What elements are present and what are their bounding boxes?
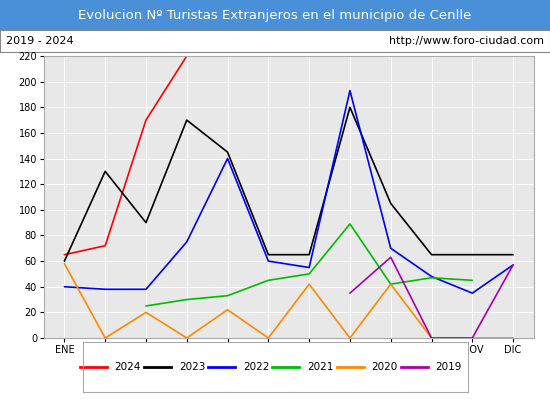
Text: 2022: 2022: [243, 362, 270, 372]
Text: 2023: 2023: [179, 362, 205, 372]
Text: 2019 - 2024: 2019 - 2024: [6, 36, 73, 46]
Text: 2024: 2024: [114, 362, 141, 372]
Text: http://www.foro-ciudad.com: http://www.foro-ciudad.com: [389, 36, 544, 46]
Text: Evolucion Nº Turistas Extranjeros en el municipio de Cenlle: Evolucion Nº Turistas Extranjeros en el …: [78, 8, 472, 22]
Text: 2021: 2021: [307, 362, 333, 372]
Text: 2020: 2020: [371, 362, 398, 372]
Text: 2019: 2019: [436, 362, 462, 372]
